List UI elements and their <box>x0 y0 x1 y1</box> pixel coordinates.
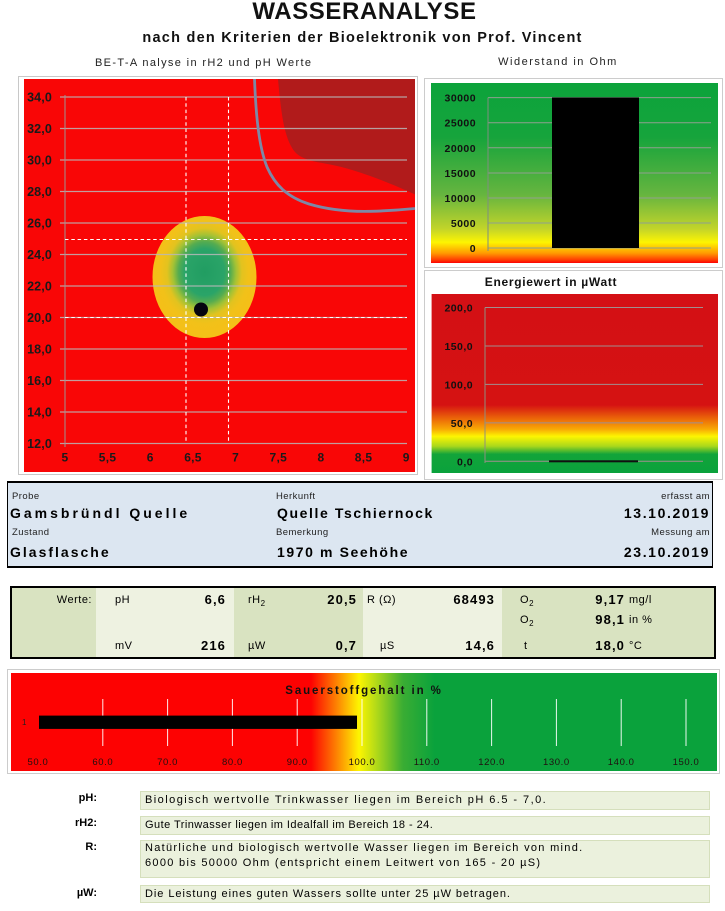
svg-text:8: 8 <box>318 451 325 465</box>
svg-text:26,0: 26,0 <box>27 217 52 231</box>
svg-text:50.0: 50.0 <box>28 757 49 768</box>
svg-text:110.0: 110.0 <box>414 757 440 768</box>
svg-text:1: 1 <box>22 718 27 727</box>
svg-text:32,0: 32,0 <box>27 122 52 136</box>
svg-text:150,0: 150,0 <box>444 341 473 353</box>
svg-text:12,0: 12,0 <box>27 437 52 451</box>
svg-text:22,0: 22,0 <box>27 280 52 294</box>
svg-text:5: 5 <box>62 451 69 465</box>
svg-text:25000: 25000 <box>445 118 476 130</box>
svg-text:24,0: 24,0 <box>27 248 52 262</box>
svg-text:70.0: 70.0 <box>157 757 178 768</box>
svg-text:80.0: 80.0 <box>222 757 243 768</box>
svg-text:50,0: 50,0 <box>451 418 473 430</box>
svg-text:150.0: 150.0 <box>673 757 700 768</box>
svg-text:120.0: 120.0 <box>478 757 505 768</box>
svg-text:28,0: 28,0 <box>27 185 52 199</box>
svg-text:18,0: 18,0 <box>27 343 52 357</box>
svg-text:0: 0 <box>470 243 476 255</box>
svg-text:0,0: 0,0 <box>457 456 473 468</box>
svg-text:34,0: 34,0 <box>27 91 52 105</box>
svg-text:15000: 15000 <box>445 168 476 180</box>
svg-text:140.0: 140.0 <box>608 757 635 768</box>
svg-text:30,0: 30,0 <box>27 154 52 168</box>
svg-text:14,0: 14,0 <box>27 406 52 420</box>
svg-text:200,0: 200,0 <box>444 303 473 315</box>
svg-text:16,0: 16,0 <box>27 374 52 388</box>
svg-text:Sauerstoffgehalt in %: Sauerstoffgehalt in % <box>285 685 442 697</box>
svg-text:6: 6 <box>147 451 154 465</box>
svg-text:30000: 30000 <box>445 93 476 105</box>
svg-text:7: 7 <box>232 451 239 465</box>
svg-text:100,0: 100,0 <box>444 379 473 391</box>
svg-text:20,0: 20,0 <box>27 311 52 325</box>
svg-text:5,5: 5,5 <box>99 451 117 465</box>
svg-text:60.0: 60.0 <box>92 757 113 768</box>
svg-text:130.0: 130.0 <box>543 757 570 768</box>
svg-text:6,5: 6,5 <box>184 451 202 465</box>
svg-text:7,5: 7,5 <box>270 451 288 465</box>
svg-text:5000: 5000 <box>451 218 476 230</box>
svg-text:20000: 20000 <box>445 143 476 155</box>
svg-text:90.0: 90.0 <box>287 757 308 768</box>
svg-text:9: 9 <box>403 451 410 465</box>
svg-text:100.0: 100.0 <box>349 757 376 768</box>
svg-text:8,5: 8,5 <box>355 451 373 465</box>
svg-text:10000: 10000 <box>445 193 476 205</box>
